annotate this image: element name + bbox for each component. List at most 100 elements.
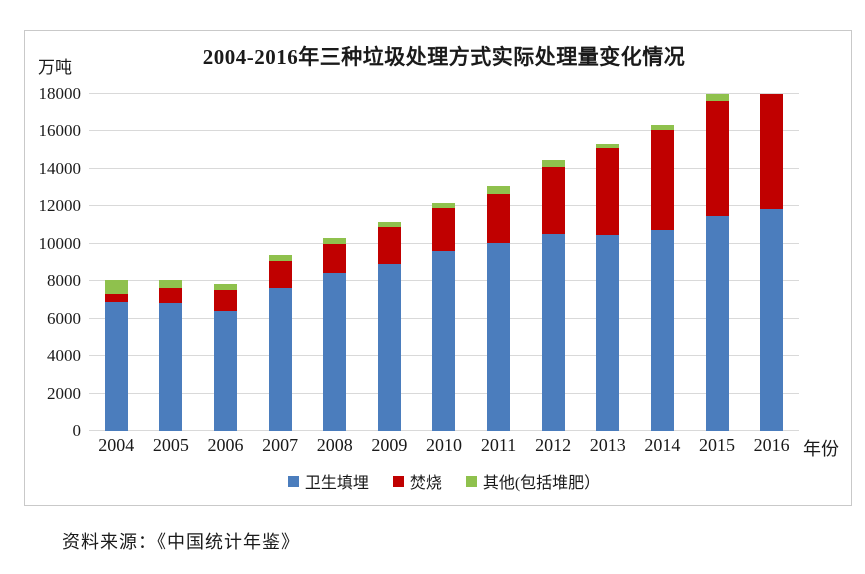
x-tick-label: 2015: [699, 435, 735, 455]
bar-group: [362, 94, 417, 431]
bar-segment: [432, 207, 456, 252]
bar-segment: [705, 216, 729, 431]
bar-segment: [377, 264, 401, 431]
bar-segment: [104, 302, 128, 431]
bar-stack: [541, 94, 565, 431]
bar-segment: [541, 234, 565, 431]
y-tick-label: 16000: [38, 121, 82, 141]
bar-group: [144, 94, 199, 431]
legend-item: 卫生填埋: [287, 469, 369, 493]
y-axis-tick-labels: 0 2000 4000 6000 8000 10000 12000 14000 16000 180…: [25, 84, 85, 440]
y-axis-unit-label: 万吨: [38, 58, 72, 77]
x-tick-label: 2009: [371, 435, 408, 455]
bar-segment: [487, 193, 511, 243]
bar-group: [744, 94, 799, 431]
gridline: [89, 167, 799, 169]
bar-segment: [650, 229, 674, 431]
x-tick-label: 2007: [262, 435, 299, 455]
bar-stack: [268, 94, 292, 431]
y-tick-label: 12000: [38, 196, 82, 216]
legend-item: 焚烧: [392, 469, 442, 493]
legend-swatch: [287, 475, 299, 487]
x-tick-label: 2004: [98, 435, 135, 455]
x-tick-label: 2012: [535, 435, 572, 455]
bar-segment: [705, 100, 729, 217]
bar-group: [526, 94, 581, 431]
bar-segment: [705, 94, 729, 101]
bar-segment: [268, 288, 292, 431]
bar-group: [690, 94, 745, 431]
bar-stack: [214, 94, 238, 431]
x-axis-title: 年份: [803, 439, 839, 459]
x-axis-tick-labels: 2004 2005 2006 2007 2008 2009 2010 2011 2012 2013…: [89, 435, 799, 456]
bar-stack: [323, 94, 347, 431]
y-tick-label: 0: [72, 421, 82, 440]
bar-segment: [159, 287, 183, 303]
gridline: [89, 93, 799, 94]
bar-segment: [323, 243, 347, 274]
bar-series-container: [89, 94, 799, 431]
bar-segment: [268, 261, 292, 289]
bar-segment: [596, 234, 620, 431]
x-tick-label: 2011: [480, 435, 517, 455]
bar-stack: [705, 94, 729, 431]
bar-segment: [541, 167, 565, 235]
legend-swatch: [392, 475, 404, 487]
bar-segment: [487, 242, 511, 431]
bar-group: [89, 94, 144, 431]
bar-group: [198, 94, 253, 431]
y-tick-label: 18000: [38, 84, 82, 103]
legend-swatch: [465, 475, 477, 487]
y-tick-label: 14000: [38, 158, 82, 178]
bar-segment: [377, 226, 401, 265]
y-tick-label: 10000: [38, 233, 82, 253]
bar-segment: [104, 280, 128, 294]
bar-group: [307, 94, 362, 431]
bar-stack: [432, 94, 456, 431]
bar-group: [471, 94, 526, 431]
y-tick-label: 4000: [47, 346, 81, 366]
y-tick-label: 8000: [47, 271, 81, 291]
bar-segment: [104, 293, 128, 303]
x-tick-label: 2006: [207, 435, 244, 455]
bar-segment: [159, 280, 183, 288]
bar-group: [417, 94, 472, 431]
bar-segment: [214, 289, 238, 312]
bar-segment: [323, 273, 347, 431]
bar-group: [253, 94, 308, 431]
bar-segment: [214, 311, 238, 431]
legend-item: 其他(包括堆肥）: [465, 469, 601, 493]
legend-label: 其他(包括堆肥）: [482, 475, 601, 492]
bar-stack: [596, 94, 620, 431]
bar-stack: [159, 94, 183, 431]
bar-segment: [760, 94, 784, 209]
bar-segment: [214, 284, 238, 290]
x-tick-label: 2013: [589, 435, 626, 455]
chart-legend: 卫生填埋 焚烧 其他(包括堆肥）: [89, 469, 799, 493]
bar-stack: [377, 94, 401, 431]
bar-stack: [760, 94, 784, 431]
bar-stack: [650, 94, 674, 431]
x-tick-label: 2016: [753, 435, 790, 455]
x-tick-label: 2010: [425, 435, 462, 455]
bar-segment: [596, 144, 620, 148]
bar-segment: [323, 238, 347, 244]
x-tick-label: 2014: [644, 435, 681, 455]
y-tick-label: 2000: [47, 383, 81, 403]
bar-segment: [268, 255, 292, 262]
source-note: 资料来源：《中国统计年鉴》: [62, 532, 300, 552]
bar-segment: [432, 203, 456, 208]
bar-segment: [487, 185, 511, 194]
plot-area: [89, 93, 799, 431]
gridline: [89, 130, 799, 132]
bar-segment: [159, 302, 183, 431]
chart-title: 2004-2016年三种垃圾处理方式实际处理量变化情况: [202, 45, 686, 69]
bar-segment: [650, 125, 674, 131]
legend-label: 焚烧: [409, 475, 442, 492]
y-tick-label: 6000: [47, 308, 81, 328]
x-tick-label: 2005: [152, 435, 189, 455]
bar-segment: [541, 160, 565, 168]
chart-frame: 2004-2016年三种垃圾处理方式实际处理量变化情况 万吨 0 2000 4000…: [24, 30, 852, 506]
legend-label: 卫生填埋: [304, 475, 369, 492]
